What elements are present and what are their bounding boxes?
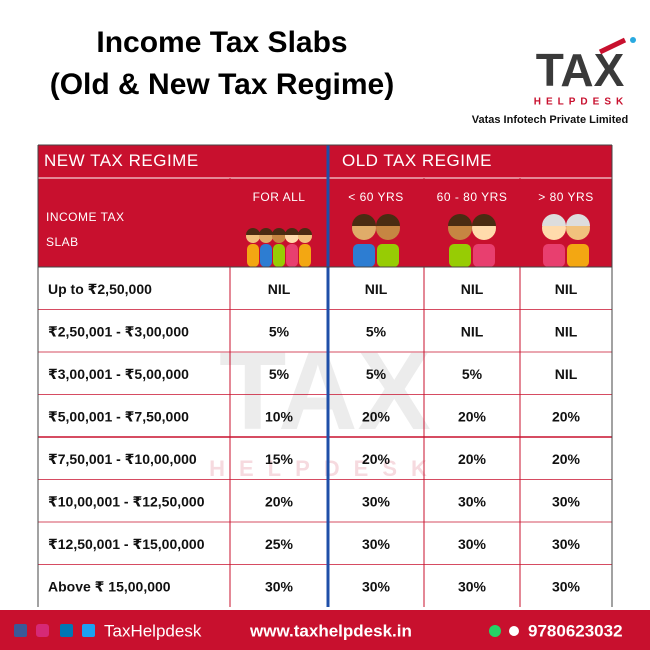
phone-icon xyxy=(509,626,519,636)
person-body xyxy=(299,244,311,267)
logo-tax: TAX xyxy=(536,44,625,96)
rate-cell: 15% xyxy=(265,451,294,467)
footer-website: www.taxhelpdesk.in xyxy=(249,621,412,640)
rate-cell: 20% xyxy=(458,408,487,424)
rate-cell: 20% xyxy=(552,408,581,424)
rate-cell: 30% xyxy=(458,536,487,552)
rate-cell: 10% xyxy=(265,408,294,424)
title: Income Tax Slabs xyxy=(96,26,347,59)
rate-cell: 20% xyxy=(265,493,294,509)
header-band xyxy=(38,145,612,267)
rate-cell: 30% xyxy=(362,536,391,552)
slab-header: SLAB xyxy=(46,235,79,249)
column-header: 60 - 80 YRS xyxy=(437,190,508,204)
group-header: OLD TAX REGIME xyxy=(342,151,492,170)
watermark: TAX xyxy=(219,330,431,453)
slab-cell: ₹3,00,001 - ₹5,00,000 xyxy=(48,366,189,382)
person-body xyxy=(273,244,285,267)
rate-cell: NIL xyxy=(365,281,388,297)
title: (Old & New Tax Regime) xyxy=(50,68,395,101)
person-hair xyxy=(376,214,400,226)
slab-cell: ₹7,50,001 - ₹10,00,000 xyxy=(48,451,197,467)
rate-cell: NIL xyxy=(555,281,578,297)
person-hair xyxy=(246,228,260,235)
logo-dot xyxy=(630,37,636,43)
person-body xyxy=(473,244,495,267)
rate-cell: 30% xyxy=(458,578,487,594)
person-hair xyxy=(285,228,299,235)
slab-cell: Up to ₹2,50,000 xyxy=(48,281,152,297)
slab-cell: ₹2,50,001 - ₹3,00,000 xyxy=(48,323,189,339)
person-hair xyxy=(448,214,472,226)
person-body xyxy=(449,244,471,267)
person-body xyxy=(247,244,259,267)
rate-cell: 5% xyxy=(366,323,387,339)
rate-cell: 30% xyxy=(552,493,581,509)
person-hair xyxy=(472,214,496,226)
whatsapp-icon xyxy=(489,625,501,637)
rate-cell: 20% xyxy=(362,408,391,424)
person-hair xyxy=(542,214,566,226)
rate-cell: NIL xyxy=(268,281,291,297)
person-body xyxy=(543,244,565,267)
rate-cell: NIL xyxy=(461,323,484,339)
twitter-icon xyxy=(82,624,95,637)
person-hair xyxy=(259,228,273,235)
person-body xyxy=(260,244,272,267)
footer-band xyxy=(0,610,650,650)
rate-cell: 30% xyxy=(552,536,581,552)
rate-cell: 30% xyxy=(362,493,391,509)
logo-accent xyxy=(598,37,627,55)
column-header: > 80 YRS xyxy=(538,190,593,204)
person-body xyxy=(286,244,298,267)
footer-brand: TaxHelpdesk xyxy=(104,621,202,640)
column-header: FOR ALL xyxy=(253,190,306,204)
rate-cell: 30% xyxy=(362,578,391,594)
rate-cell: NIL xyxy=(461,281,484,297)
rate-cell: 20% xyxy=(458,451,487,467)
rate-cell: NIL xyxy=(555,366,578,382)
rate-cell: 5% xyxy=(269,366,290,382)
rate-cell: 30% xyxy=(552,578,581,594)
column-header: < 60 YRS xyxy=(348,190,403,204)
person-body xyxy=(353,244,375,267)
person-hair xyxy=(352,214,376,226)
rate-cell: 5% xyxy=(462,366,483,382)
rate-cell: 5% xyxy=(366,366,387,382)
slab-header: INCOME TAX xyxy=(46,210,125,224)
slab-cell: ₹5,00,001 - ₹7,50,000 xyxy=(48,408,189,424)
instagram-icon xyxy=(36,624,49,637)
slab-cell: Above ₹ 15,00,000 xyxy=(48,578,171,594)
rate-cell: 30% xyxy=(458,493,487,509)
slab-cell: ₹12,50,001 - ₹15,00,000 xyxy=(48,536,205,552)
footer-phone: 9780623032 xyxy=(528,621,623,640)
company: Vatas Infotech Private Limited xyxy=(472,114,629,126)
logo-helpdesk: HELPDESK xyxy=(534,97,628,108)
table: TAX HELPDESK NEW TAX REGIME OLD TAX REGIME I… xyxy=(37,144,613,607)
group-header: NEW TAX REGIME xyxy=(44,151,199,170)
rate-cell: NIL xyxy=(555,323,578,339)
rate-cell: 30% xyxy=(265,578,294,594)
person-hair xyxy=(272,228,286,235)
slab-cell: ₹10,00,001 - ₹12,50,000 xyxy=(48,493,205,509)
person-hair xyxy=(566,214,590,226)
person-body xyxy=(567,244,589,267)
person-body xyxy=(377,244,399,267)
facebook-icon xyxy=(14,624,27,637)
linkedin-icon xyxy=(60,624,73,637)
rate-cell: 20% xyxy=(362,451,391,467)
person-hair xyxy=(298,228,312,235)
rate-cell: 5% xyxy=(269,323,290,339)
watermark: HELPDESK xyxy=(209,456,441,481)
rate-cell: 25% xyxy=(265,536,294,552)
rate-cell: 20% xyxy=(552,451,581,467)
